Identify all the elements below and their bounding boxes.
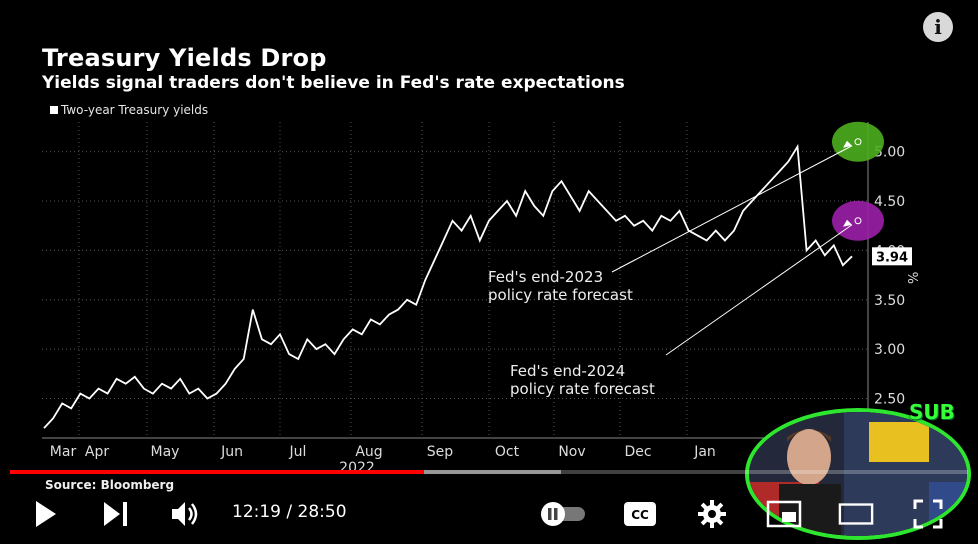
x-tick-label: Sep [427, 444, 454, 460]
x-tick-label: Jul [289, 444, 307, 460]
theater-mode-icon[interactable] [838, 496, 874, 532]
legend-swatch [50, 106, 58, 114]
x-tick-label: Apr [85, 444, 109, 460]
x-tick-label: Jun [220, 444, 243, 460]
y-tick-label: 3.00 [874, 342, 905, 358]
next-icon[interactable] [98, 496, 134, 532]
fed-forecast-highlight [832, 121, 884, 162]
time-separator: / [281, 502, 298, 522]
player-controls: 12:19 / 28:50 CC [0, 488, 978, 538]
annotation-label-line2: policy rate forecast [488, 286, 633, 304]
chart-source: Source: Bloomberg [45, 478, 175, 492]
x-tick-label: Jan [693, 444, 716, 460]
y-tick-label: 2.50 [874, 392, 905, 408]
x-tick-label: Oct [495, 444, 520, 460]
svg-text:CC: CC [631, 508, 649, 522]
x-axis-year-label: 2022 [339, 460, 375, 470]
info-icon[interactable]: i [923, 12, 953, 42]
chart-legend: Two-year Treasury yields [50, 103, 208, 117]
autoplay-toggle-icon[interactable] [535, 496, 591, 532]
progress-bar[interactable] [10, 470, 968, 474]
annotation-label-line1: Fed's end-2024 [510, 362, 625, 380]
progress-played [10, 470, 424, 474]
yield-chart: 2.503.003.504.004.505.00MarAprMayJunJulA… [42, 121, 922, 470]
time-display: 12:19 / 28:50 [232, 502, 347, 522]
annotation-arrow [665, 224, 853, 356]
captions-icon[interactable]: CC [622, 496, 658, 532]
volume-icon[interactable] [168, 496, 204, 532]
duration: 28:50 [297, 502, 347, 522]
x-tick-label: Mar [50, 444, 77, 460]
annotation-arrowhead [843, 219, 852, 227]
last-value-label: 3.94 [876, 250, 908, 265]
settings-gear-icon[interactable] [694, 496, 730, 532]
annotation-arrow [611, 145, 853, 273]
play-icon[interactable] [28, 496, 64, 532]
fed-forecast-dot [854, 138, 862, 146]
chart-subtitle: Yields signal traders don't believe in F… [42, 73, 625, 93]
y-tick-label: 3.50 [874, 293, 905, 309]
current-time: 12:19 [232, 502, 281, 522]
x-tick-label: Aug [355, 444, 382, 460]
y-axis-unit: % [907, 272, 922, 284]
last-value-box [872, 247, 912, 266]
x-tick-label: Dec [624, 444, 651, 460]
x-tick-label: May [151, 444, 180, 460]
legend-label: Two-year Treasury yields [61, 103, 209, 117]
annotation-arrowhead [843, 140, 852, 148]
fed-forecast-dot [854, 217, 862, 225]
annotation-label-line1: Fed's end-2023 [488, 268, 603, 286]
x-tick-label: Nov [558, 444, 585, 460]
series-line [43, 143, 853, 429]
annotation-label-line2: policy rate forecast [510, 380, 655, 398]
chart-title: Treasury Yields Drop [42, 44, 327, 72]
fullscreen-icon[interactable] [910, 496, 946, 532]
y-tick-label: 4.50 [874, 194, 905, 210]
fed-forecast-highlight [832, 200, 884, 241]
subscribe-badge[interactable]: SUB [909, 400, 955, 424]
miniplayer-icon[interactable] [766, 496, 802, 532]
